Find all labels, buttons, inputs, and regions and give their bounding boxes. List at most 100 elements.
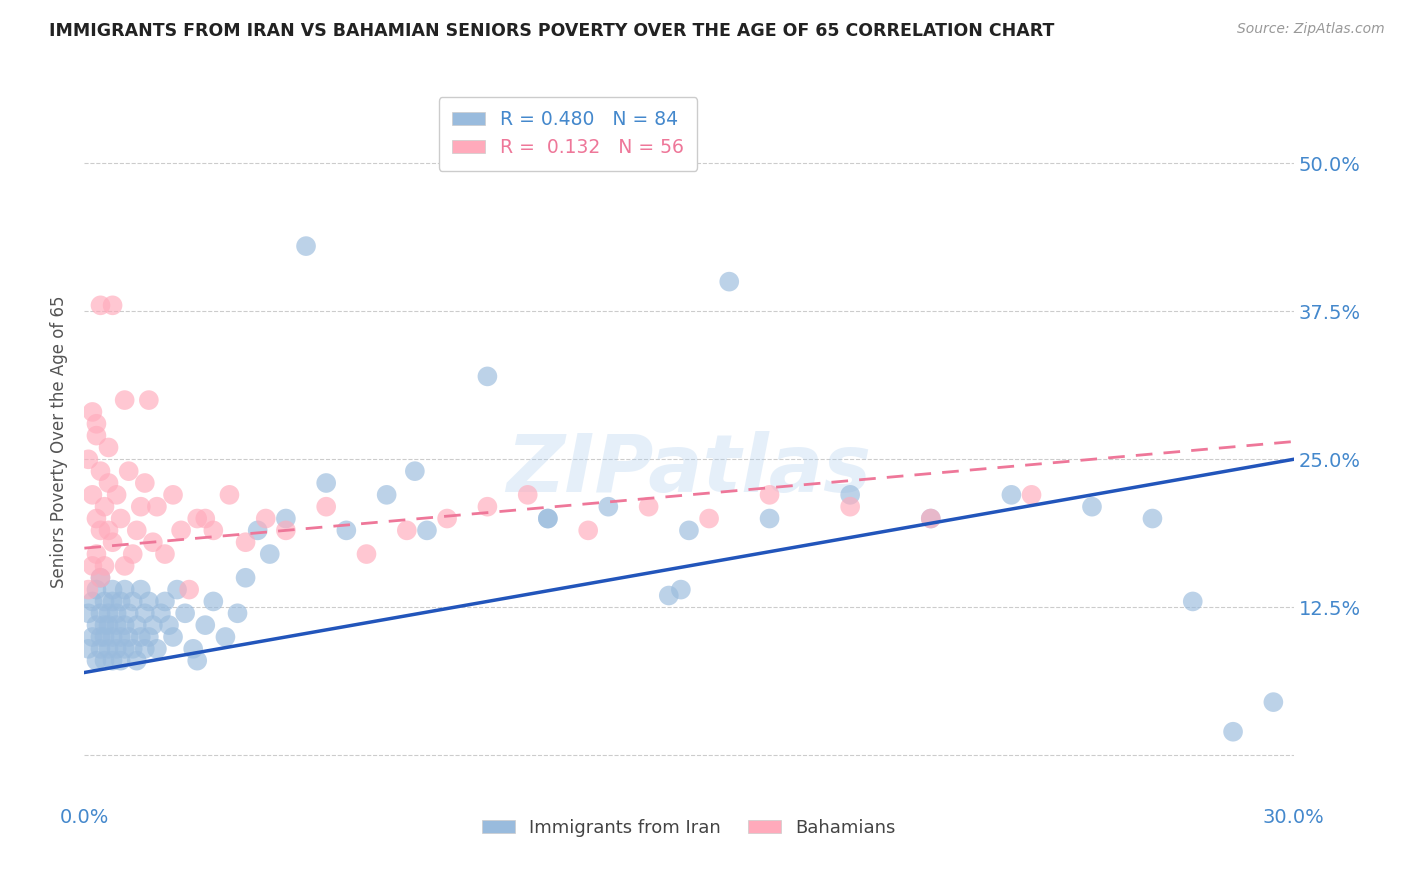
Bahamians	[395, 524, 418, 538]
Immigrants from Iran	[146, 641, 169, 656]
Bahamians	[118, 464, 141, 478]
Bahamians	[86, 428, 108, 442]
Immigrants from Iran	[110, 594, 132, 608]
Bahamians	[93, 558, 115, 573]
Bahamians	[89, 464, 111, 478]
Immigrants from Iran	[375, 488, 398, 502]
Bahamians	[920, 511, 942, 525]
Bahamians	[86, 547, 108, 561]
Immigrants from Iran	[202, 594, 225, 608]
Bahamians	[89, 524, 111, 538]
Bahamians	[101, 298, 124, 312]
Bahamians	[82, 558, 104, 573]
Immigrants from Iran	[1142, 511, 1164, 525]
Immigrants from Iran	[138, 594, 160, 608]
Immigrants from Iran	[416, 524, 439, 538]
Immigrants from Iran	[77, 607, 100, 621]
Immigrants from Iran	[101, 654, 124, 668]
Immigrants from Iran	[658, 589, 681, 603]
Bahamians	[86, 511, 108, 525]
Immigrants from Iran	[105, 607, 128, 621]
Immigrants from Iran	[477, 369, 499, 384]
Immigrants from Iran	[174, 607, 197, 621]
Bahamians	[110, 511, 132, 525]
Legend: Immigrants from Iran, Bahamians: Immigrants from Iran, Bahamians	[475, 812, 903, 845]
Bahamians	[134, 475, 156, 490]
Bahamians	[101, 535, 124, 549]
Immigrants from Iran	[153, 594, 176, 608]
Bahamians	[97, 441, 120, 455]
Immigrants from Iran	[97, 607, 120, 621]
Bahamians	[97, 475, 120, 490]
Immigrants from Iran	[134, 607, 156, 621]
Immigrants from Iran	[97, 618, 120, 632]
Immigrants from Iran	[114, 582, 136, 597]
Immigrants from Iran	[86, 654, 108, 668]
Immigrants from Iran	[105, 641, 128, 656]
Immigrants from Iran	[246, 524, 269, 538]
Immigrants from Iran	[114, 618, 136, 632]
Immigrants from Iran	[335, 524, 357, 538]
Immigrants from Iran	[1263, 695, 1285, 709]
Bahamians	[142, 535, 165, 549]
Immigrants from Iran	[166, 582, 188, 597]
Immigrants from Iran	[315, 475, 337, 490]
Bahamians	[637, 500, 659, 514]
Immigrants from Iran	[101, 594, 124, 608]
Immigrants from Iran	[274, 511, 297, 525]
Immigrants from Iran	[149, 607, 172, 621]
Bahamians	[179, 582, 201, 597]
Immigrants from Iran	[1000, 488, 1022, 502]
Immigrants from Iran	[118, 607, 141, 621]
Bahamians	[93, 500, 115, 514]
Bahamians	[315, 500, 337, 514]
Immigrants from Iran	[186, 654, 208, 668]
Bahamians	[129, 500, 152, 514]
Immigrants from Iran	[93, 654, 115, 668]
Immigrants from Iran	[142, 618, 165, 632]
Immigrants from Iran	[162, 630, 184, 644]
Bahamians	[153, 547, 176, 561]
Immigrants from Iran	[1081, 500, 1104, 514]
Immigrants from Iran	[125, 618, 148, 632]
Immigrants from Iran	[129, 582, 152, 597]
Immigrants from Iran	[226, 607, 249, 621]
Immigrants from Iran	[121, 641, 143, 656]
Immigrants from Iran	[920, 511, 942, 525]
Bahamians	[274, 524, 297, 538]
Y-axis label: Seniors Poverty Over the Age of 65: Seniors Poverty Over the Age of 65	[51, 295, 69, 588]
Bahamians	[138, 393, 160, 408]
Immigrants from Iran	[82, 594, 104, 608]
Bahamians	[839, 500, 862, 514]
Immigrants from Iran	[105, 618, 128, 632]
Immigrants from Iran	[89, 607, 111, 621]
Immigrants from Iran	[537, 511, 560, 525]
Text: Source: ZipAtlas.com: Source: ZipAtlas.com	[1237, 22, 1385, 37]
Immigrants from Iran	[678, 524, 700, 538]
Bahamians	[170, 524, 193, 538]
Bahamians	[194, 511, 217, 525]
Immigrants from Iran	[97, 641, 120, 656]
Immigrants from Iran	[110, 630, 132, 644]
Immigrants from Iran	[181, 641, 204, 656]
Immigrants from Iran	[134, 641, 156, 656]
Bahamians	[146, 500, 169, 514]
Bahamians	[254, 511, 277, 525]
Bahamians	[114, 393, 136, 408]
Bahamians	[235, 535, 257, 549]
Bahamians	[477, 500, 499, 514]
Bahamians	[105, 488, 128, 502]
Text: ZIPatlas: ZIPatlas	[506, 432, 872, 509]
Bahamians	[162, 488, 184, 502]
Bahamians	[356, 547, 378, 561]
Bahamians	[186, 511, 208, 525]
Immigrants from Iran	[86, 582, 108, 597]
Bahamians	[121, 547, 143, 561]
Bahamians	[758, 488, 780, 502]
Bahamians	[77, 452, 100, 467]
Bahamians	[82, 488, 104, 502]
Immigrants from Iran	[121, 594, 143, 608]
Immigrants from Iran	[93, 630, 115, 644]
Bahamians	[77, 582, 100, 597]
Immigrants from Iran	[1181, 594, 1204, 608]
